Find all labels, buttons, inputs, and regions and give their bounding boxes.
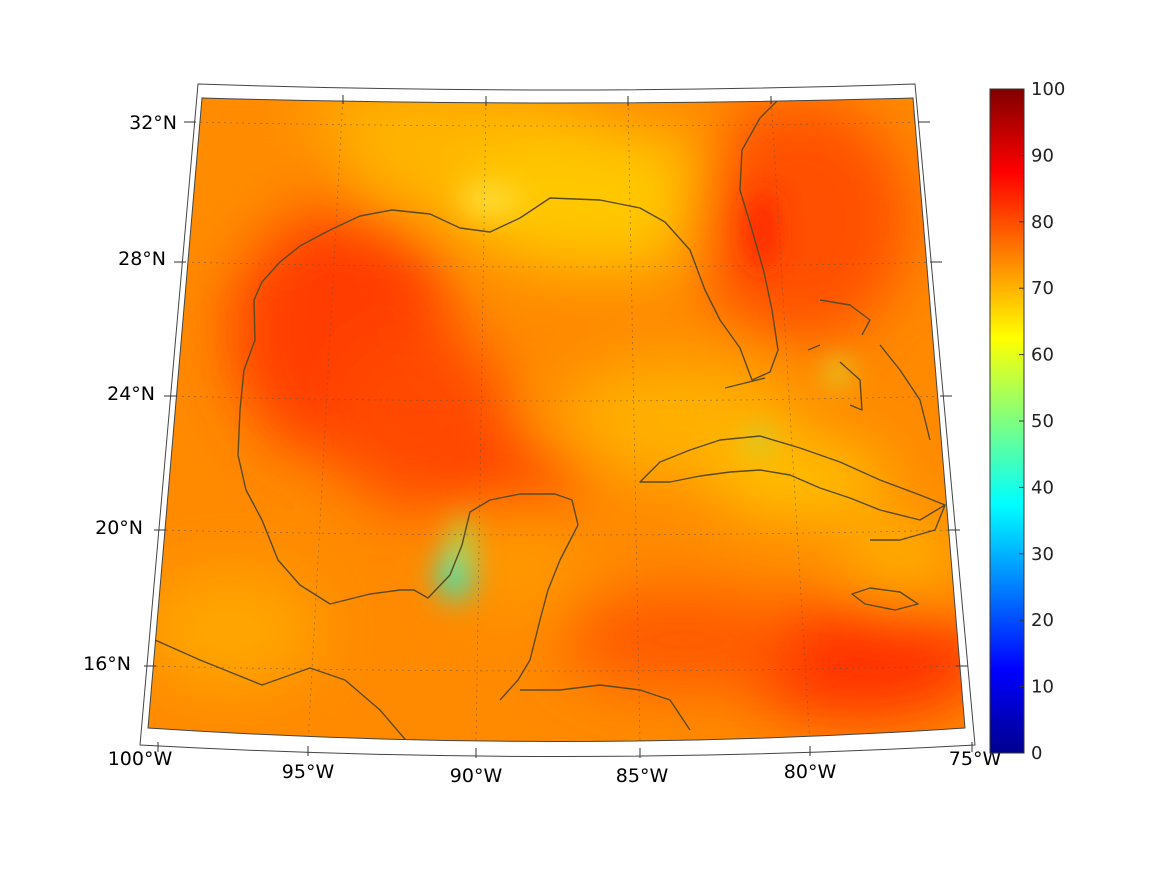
colorbar-tick-label: 0 [1031,743,1042,764]
lon-label-90: 90°W [450,765,503,787]
colorbar-tick-label: 80 [1031,212,1054,233]
colorbar-tick-label: 20 [1031,610,1054,631]
florida-keys [724,377,766,389]
yucatan-coastline [499,524,579,701]
lon-label-75: 75°W [949,748,1002,770]
colorbar-tick-label: 40 [1031,477,1054,498]
graticule [149,98,963,742]
jamaica-coastline [851,587,919,611]
lon-label-80: 80°W [784,761,837,783]
colorbar-gradient [989,88,1025,754]
colorbar-tick-label: 90 [1031,145,1054,166]
lat-label-28: 28°N [118,248,166,270]
lat-label-16: 16°N [83,653,131,675]
field-detail [437,186,848,601]
map-frame-outer [139,83,976,757]
pacific-coastline [154,639,411,742]
axis-ticks [144,95,973,758]
hispaniola-coastline [870,504,946,541]
lat-label-20: 20°N [95,517,143,539]
gulf-coastline [237,98,781,605]
coastlines [154,98,946,742]
map-field [148,98,965,742]
lon-label-85: 85°W [616,765,669,787]
lon-labels: 100°W 95°W 90°W 85°W 80°W 75°W [108,748,1002,787]
colorbar-tick-label: 10 [1031,677,1054,698]
map-frame [147,97,966,742]
colorbar-tick-label: 60 [1031,345,1054,366]
colorbar-tick-label: 30 [1031,544,1054,565]
central-america-coastline [520,684,691,731]
lon-label-100: 100°W [108,748,173,770]
colorbar-tick-label: 100 [1031,79,1065,100]
colorbar-tick-label: 70 [1031,278,1054,299]
colorbar-tick-label: 50 [1031,411,1054,432]
lon-label-95: 95°W [282,761,335,783]
field-blobs [148,98,965,720]
bahamas-coastline [807,299,931,441]
lat-label-32: 32°N [129,112,177,134]
cuba-coastline [639,435,946,521]
lat-labels: 32°N 28°N 24°N 20°N 16°N [83,112,177,675]
lat-label-24: 24°N [107,383,155,405]
